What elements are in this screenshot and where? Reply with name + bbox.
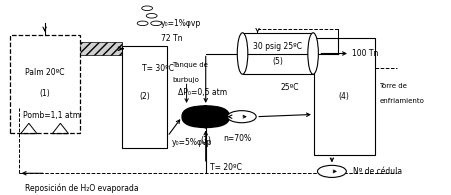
Circle shape (227, 111, 256, 123)
Text: T= 30ºC: T= 30ºC (141, 64, 173, 73)
Text: T= 20ºC: T= 20ºC (210, 163, 242, 172)
Text: n=70%: n=70% (223, 134, 251, 143)
Bar (79, 42, 122, 55)
Text: (4): (4) (338, 92, 349, 101)
Bar (9, 35, 79, 133)
Text: burbujo: burbujo (171, 77, 198, 83)
Text: Nº de cédula: Nº de cédula (352, 167, 401, 176)
Text: ΔP₀=0,5 atm: ΔP₀=0,5 atm (177, 88, 226, 97)
Text: Palm 20ºC: Palm 20ºC (25, 68, 64, 77)
Ellipse shape (237, 33, 247, 74)
Bar (122, 46, 167, 148)
Text: y₀=1%φvp: y₀=1%φvp (160, 19, 200, 28)
Text: 72 Tn: 72 Tn (160, 34, 182, 43)
Text: 100 Tn: 100 Tn (351, 49, 377, 58)
Text: Torre de: Torre de (378, 82, 406, 89)
Text: y₀=5%φvp: y₀=5%φvp (171, 138, 212, 147)
Text: 30 psig 25ºC: 30 psig 25ºC (253, 42, 302, 51)
Text: (1): (1) (39, 89, 50, 98)
Text: (2): (2) (139, 92, 150, 101)
Text: Tanque de: Tanque de (171, 62, 207, 68)
Text: Pomb=1,1 atm: Pomb=1,1 atm (23, 111, 80, 120)
Text: (3): (3) (200, 136, 211, 145)
Circle shape (317, 165, 345, 177)
Text: enfriamiento: enfriamiento (378, 98, 423, 104)
Text: (5): (5) (272, 57, 283, 66)
Text: 25ºC: 25ºC (280, 83, 298, 92)
Text: Reposición de H₂O evaporada: Reposición de H₂O evaporada (25, 184, 138, 193)
Bar (242, 33, 313, 74)
FancyBboxPatch shape (182, 106, 229, 128)
Ellipse shape (307, 33, 318, 74)
Bar (313, 38, 374, 155)
